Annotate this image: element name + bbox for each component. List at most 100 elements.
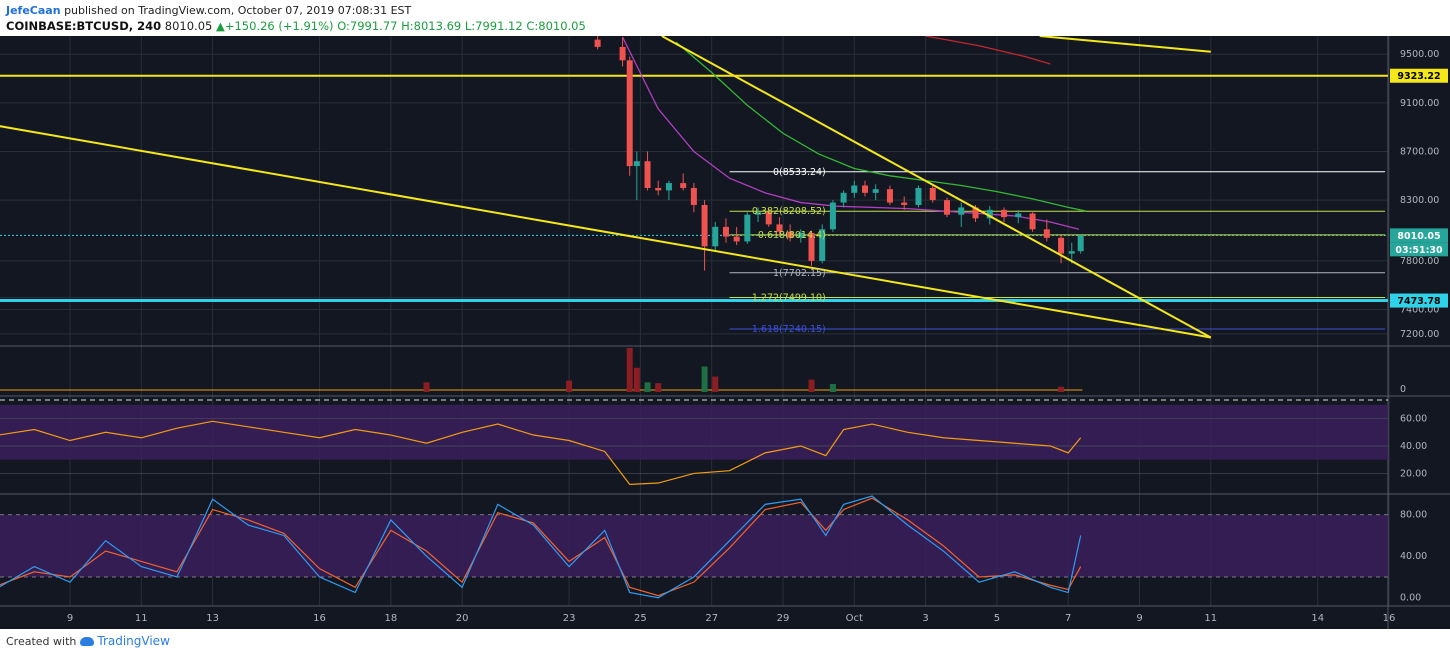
candle-body bbox=[901, 202, 908, 205]
ohlc-values: O:7991.77 H:8013.69 L:7991.12 C:8010.05 bbox=[337, 19, 586, 33]
x-tick-label: 14 bbox=[1311, 613, 1324, 624]
x-tick-label: 27 bbox=[705, 613, 718, 624]
candle-body bbox=[943, 200, 950, 215]
volume-bar bbox=[701, 366, 708, 392]
x-tick-label: 20 bbox=[456, 613, 469, 624]
candle-body bbox=[915, 187, 922, 205]
volume-bar bbox=[626, 348, 633, 392]
candle-body bbox=[1015, 213, 1022, 218]
volume-bar bbox=[655, 383, 662, 392]
countdown-label: 03:51:30 bbox=[1395, 245, 1443, 256]
y-tick-label: 7400.00 bbox=[1400, 305, 1439, 316]
candle-body bbox=[619, 46, 626, 61]
fib-level-label: 0.618(8014.4) bbox=[758, 230, 826, 241]
fib-level-label: 0.382(8208.52) bbox=[752, 206, 826, 217]
trendline-0 bbox=[661, 36, 1212, 339]
publish-info: JefeCaan published on TradingView.com, O… bbox=[6, 4, 411, 17]
moving-average-1 bbox=[675, 41, 1087, 212]
x-tick-label: 11 bbox=[1204, 613, 1217, 624]
y-tick-label: 9500.00 bbox=[1400, 49, 1439, 60]
volume-bar bbox=[566, 380, 573, 392]
rsi-tick-label: 40.00 bbox=[1400, 441, 1427, 452]
candle-body bbox=[722, 226, 729, 237]
candle-body bbox=[787, 231, 794, 238]
x-tick-label: 11 bbox=[135, 613, 148, 624]
candle-body bbox=[644, 161, 651, 188]
trendline-2 bbox=[1039, 36, 1211, 53]
footer: Created with TradingView bbox=[6, 634, 170, 648]
symbol-legend: COINBASE:BTCUSD, 240 8010.05 ▲+150.26 (+… bbox=[6, 19, 586, 33]
y-tick-label: 9100.00 bbox=[1400, 98, 1439, 109]
candle-body bbox=[680, 183, 687, 188]
stoch-d-line bbox=[0, 497, 1082, 597]
volume-bar bbox=[829, 384, 836, 392]
rsi-tick-label: 60.00 bbox=[1400, 414, 1427, 425]
chart-canvas[interactable]: 9 11 13 16 18 20 23 25 27 29 Oct 3 5 7 9 11 14 16 9500.00 9… bbox=[0, 36, 1450, 629]
x-tick-label: Oct bbox=[846, 613, 863, 624]
y-tick-label: 8700.00 bbox=[1400, 146, 1439, 157]
candle-body bbox=[929, 187, 936, 201]
volume-bar bbox=[1058, 386, 1065, 392]
volume-bar bbox=[712, 376, 719, 392]
candle-body bbox=[840, 192, 847, 203]
rsi-line bbox=[0, 420, 1082, 486]
x-tick-label: 7 bbox=[1065, 613, 1071, 624]
x-tick-label: 29 bbox=[777, 613, 790, 624]
y-tick-label: 7200.00 bbox=[1400, 329, 1439, 340]
volume-axis-label: 0 bbox=[1400, 384, 1406, 395]
x-tick-label: 3 bbox=[922, 613, 928, 624]
moving-average-0 bbox=[621, 36, 1080, 230]
candle-body bbox=[819, 229, 826, 261]
published-text: published on TradingView.com, October 07… bbox=[64, 4, 412, 17]
candle-body bbox=[851, 185, 858, 193]
x-tick-label: 9 bbox=[1136, 613, 1142, 624]
resistance-price-label-bg bbox=[1390, 68, 1448, 83]
tradingview-logo[interactable]: TradingView bbox=[80, 634, 170, 648]
candle-body bbox=[1077, 235, 1084, 252]
candle-body bbox=[744, 214, 751, 242]
stoch-k-line bbox=[0, 495, 1082, 599]
volume-bar bbox=[808, 379, 815, 392]
symbol-label[interactable]: COINBASE:BTCUSD, 240 bbox=[6, 19, 162, 33]
candle-body bbox=[861, 185, 868, 193]
fib-level-label: 1(7702.15) bbox=[773, 268, 826, 279]
x-tick-label: 23 bbox=[563, 613, 576, 624]
candle-body bbox=[594, 39, 601, 47]
candle-body bbox=[755, 212, 762, 215]
created-with-label: Created with bbox=[6, 634, 77, 648]
fib-level-label: 1.272(7499.10) bbox=[752, 292, 826, 303]
countdown-label-bg bbox=[1390, 242, 1448, 257]
rsi-tick-label: 20.00 bbox=[1400, 468, 1427, 479]
candle-body bbox=[872, 189, 879, 193]
rsi-band bbox=[0, 404, 1388, 460]
candle-body bbox=[986, 209, 993, 219]
candle-body bbox=[958, 207, 965, 215]
candle-body bbox=[765, 212, 772, 225]
candle-body bbox=[1001, 209, 1008, 218]
tradingview-cloud-icon bbox=[80, 636, 95, 646]
plot-group bbox=[0, 36, 1388, 599]
stoch-band bbox=[0, 514, 1388, 577]
x-tick-label: 9 bbox=[67, 613, 73, 624]
candle-body bbox=[776, 224, 783, 232]
change-up-icon: ▲ bbox=[216, 19, 225, 33]
y-tick-label: 7800.00 bbox=[1400, 256, 1439, 267]
candle-body bbox=[733, 236, 740, 242]
candle-body bbox=[665, 183, 672, 191]
x-tick-label: 5 bbox=[994, 613, 1000, 624]
trendline-1 bbox=[0, 125, 1211, 339]
fib-level-label: 0(8533.24) bbox=[773, 167, 826, 178]
fib-level-label: 1.618(7240.15) bbox=[752, 324, 826, 335]
x-tick-label: 13 bbox=[206, 613, 219, 624]
candle-body bbox=[633, 161, 640, 167]
last-price-label-bg bbox=[1390, 228, 1448, 243]
candle-body bbox=[797, 232, 804, 238]
candle-body bbox=[712, 226, 719, 247]
author-name[interactable]: JefeCaan bbox=[6, 4, 61, 17]
moving-average-2 bbox=[925, 36, 1051, 65]
x-tick-label: 16 bbox=[1383, 613, 1396, 624]
candle-body bbox=[690, 187, 697, 205]
last-price: 8010.05 bbox=[164, 19, 213, 33]
y-tick-label: 8300.00 bbox=[1400, 195, 1439, 206]
x-tick-label: 25 bbox=[634, 613, 647, 624]
